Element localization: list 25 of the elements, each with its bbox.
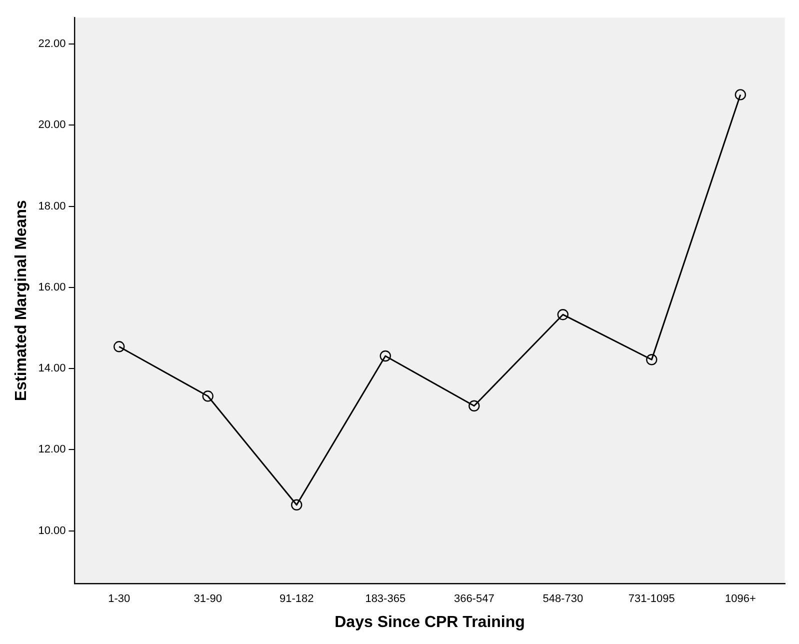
x-tick-label: 731-1095 — [628, 593, 675, 606]
point — [557, 309, 568, 320]
point — [646, 354, 658, 366]
y-tick-label: 22.00 — [38, 38, 66, 50]
x-tick-label: 366-547 — [454, 593, 494, 606]
y-tick-label: 16.00 — [38, 281, 66, 294]
y-tick-label: 14.00 — [38, 362, 66, 375]
x-axis-title: Days Since CPR Training — [334, 614, 525, 631]
x-tick-label: 1096+ — [724, 593, 756, 606]
point — [380, 350, 391, 362]
y-tick-label: 12.00 — [38, 444, 66, 456]
point — [114, 341, 125, 352]
y-tick-label: 20.00 — [38, 119, 66, 132]
point — [291, 499, 302, 510]
point — [734, 89, 746, 100]
x-tick-label: 91-182 — [279, 593, 314, 606]
y-axis-title: Estimated Marginal Means — [13, 200, 30, 402]
y-tick-label: 10.00 — [38, 524, 66, 537]
x-tick-label: 548-730 — [542, 593, 584, 606]
point — [202, 390, 214, 402]
point — [468, 400, 480, 412]
x-tick-label: 1-30 — [108, 593, 130, 606]
y-tick-label: 18.00 — [38, 200, 66, 212]
x-tick-label: 183-365 — [365, 593, 406, 606]
x-tick-label: 31-90 — [194, 593, 222, 606]
